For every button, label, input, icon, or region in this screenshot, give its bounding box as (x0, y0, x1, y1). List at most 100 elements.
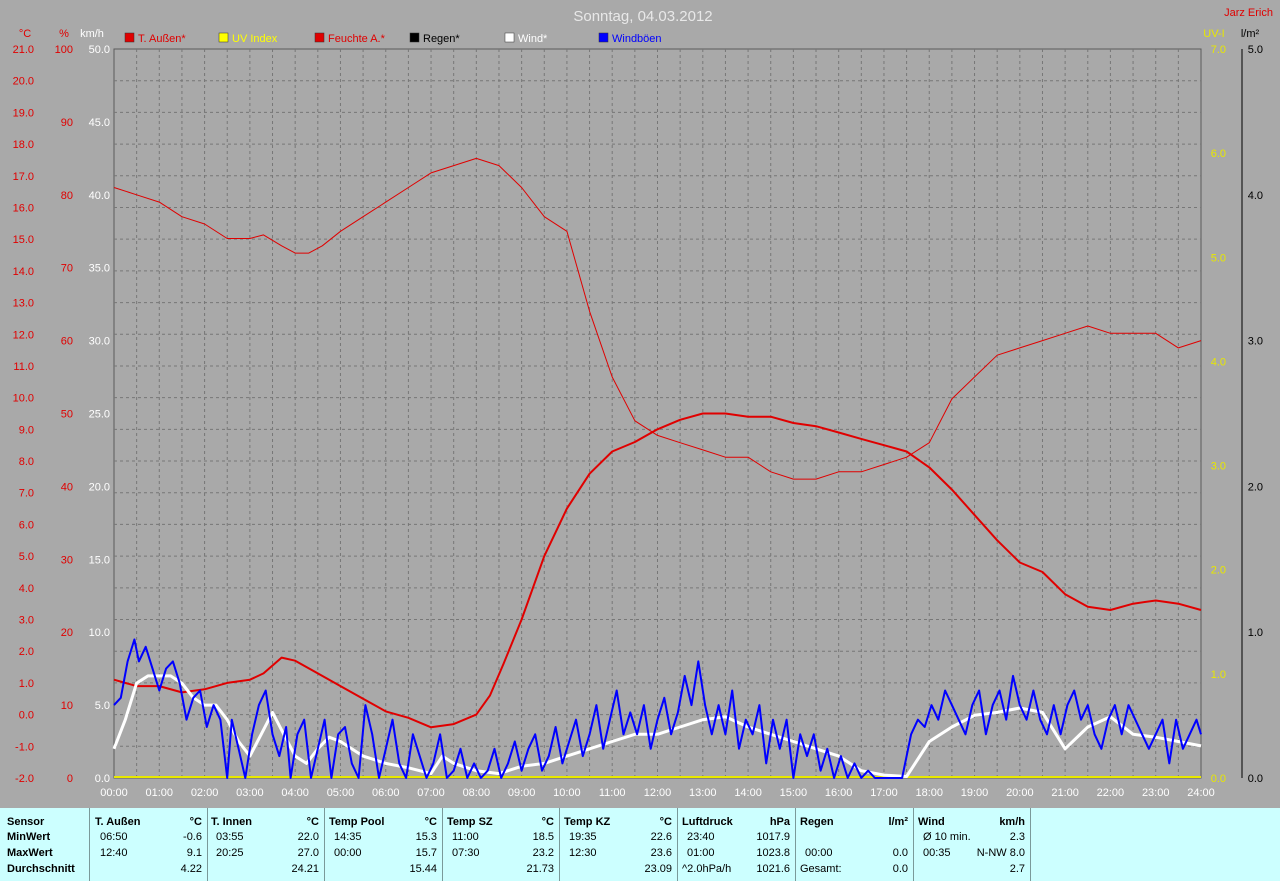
x-tick-label: 14:00 (734, 787, 762, 799)
humidity-tick-label: 40 (61, 481, 73, 493)
stats-column: Temp KZ °C 19:35 22.6 12:30 23.6 23.09 (559, 808, 678, 881)
stats-unit: °C (424, 816, 437, 828)
stats-column: Temp SZ °C 11:00 18.5 07:30 23.2 21.73 (442, 808, 560, 881)
legend-label: UV Index (232, 33, 278, 45)
temp-tick-label: 0.0 (19, 710, 34, 722)
stats-max-value: 9.1 (186, 847, 202, 859)
temp-tick-label: -2.0 (15, 773, 34, 785)
stats-max-time: 12:30 (569, 847, 597, 859)
stats-max-value: 23.6 (650, 847, 672, 859)
stats-min-value: 18.5 (532, 831, 554, 843)
stats-max-value: 15.7 (415, 847, 437, 859)
chart-title: Sonntag, 04.03.2012 (573, 8, 712, 25)
rain-tick-label: 1.0 (1248, 627, 1263, 639)
temp-tick-label: -1.0 (15, 741, 34, 753)
x-tick-label: 01:00 (146, 787, 174, 799)
legend-swatch (409, 32, 420, 43)
stats-min-time: 23:40 (687, 831, 715, 843)
x-tick-label: 10:00 (553, 787, 581, 799)
stats-min-value: 22.0 (297, 831, 319, 843)
stats-max-value: N-NW 8.0 (976, 847, 1025, 859)
temp-tick-label: 8.0 (19, 456, 34, 468)
stats-avg-time: Gesamt: (800, 863, 842, 875)
humidity-tick-label: 30 (61, 554, 73, 566)
legend-swatch (314, 32, 325, 43)
temp-tick-label: 16.0 (13, 202, 34, 214)
stats-avg-value: 4.22 (180, 863, 202, 875)
x-tick-label: 00:00 (100, 787, 128, 799)
x-tick-label: 17:00 (870, 787, 898, 799)
stats-avg-value: 23.09 (644, 863, 672, 875)
rain-tick-label: 4.0 (1248, 190, 1263, 202)
stats-max-value: 1023.8 (756, 847, 790, 859)
uv-tick-label: 6.0 (1211, 148, 1226, 160)
wind-unit-label: km/h (80, 28, 104, 40)
row-label: Sensor (7, 816, 45, 828)
x-tick-label: 06:00 (372, 787, 400, 799)
stats-avg-value: 24.21 (291, 863, 319, 875)
stats-unit: °C (306, 816, 319, 828)
stats-sensor-name: T. Außen (95, 816, 141, 828)
stats-unit: km/h (999, 816, 1025, 828)
stats-max-time: 01:00 (687, 847, 715, 859)
series-windb-en (113, 638, 1202, 779)
stats-max-time: 12:40 (100, 847, 128, 859)
stats-sensor-name: Luftdruck (682, 816, 733, 828)
x-tick-label: 05:00 (327, 787, 355, 799)
temp-tick-label: 6.0 (19, 519, 34, 531)
wind-tick-label: 25.0 (89, 409, 110, 421)
x-tick-label: 12:00 (644, 787, 672, 799)
stats-max-time: 00:00 (805, 847, 833, 859)
x-tick-label: 08:00 (463, 787, 491, 799)
row-label: MinWert (7, 831, 51, 843)
wind-tick-label: 35.0 (89, 263, 110, 275)
chart-area: Sonntag, 04.03.2012 Jarz Erich °C % km/h… (13, 7, 1273, 799)
legend-label: Feuchte A.* (328, 33, 386, 45)
stats-max-value: 0.0 (892, 847, 908, 859)
uv-tick-label: 7.0 (1211, 44, 1226, 56)
temp-tick-label: 12.0 (13, 329, 34, 341)
temp-tick-label: 15.0 (13, 234, 34, 246)
stats-max-value: 27.0 (297, 847, 319, 859)
stats-avg-value: 0.0 (892, 863, 908, 875)
stats-min-time: Ø 10 min. (923, 831, 971, 843)
stats-sensor-name: Regen (800, 816, 834, 828)
stats-min-value: 22.6 (650, 831, 672, 843)
stats-unit: °C (659, 816, 672, 828)
stats-avg-value: 15.44 (409, 863, 437, 875)
stats-panel: Sensor MinWert MaxWert Durchschnitt T. Außen… (0, 808, 1280, 881)
stats-sensor-name: Temp Pool (329, 816, 385, 828)
stats-max-value: 23.2 (532, 847, 554, 859)
rain-tick-label: 3.0 (1248, 336, 1263, 348)
series-feuchte-a (113, 157, 1202, 480)
stats-max-time: 00:00 (334, 847, 362, 859)
legend-label: Windböen (612, 33, 662, 45)
temp-tick-label: 5.0 (19, 551, 34, 563)
legend-label: T. Außen* (138, 33, 186, 45)
grid (113, 48, 1202, 779)
x-tick-label: 18:00 (915, 787, 943, 799)
wind-tick-label: 20.0 (89, 481, 110, 493)
temp-tick-label: 1.0 (19, 678, 34, 690)
temp-tick-label: 21.0 (13, 44, 34, 56)
humidity-tick-label: 100 (55, 44, 73, 56)
weather-chart: Sonntag, 04.03.2012 Jarz Erich °C % km/h… (13, 7, 1273, 799)
humidity-tick-label: 80 (61, 190, 73, 202)
stats-max-time: 00:35 (923, 847, 951, 859)
temp-tick-label: 18.0 (13, 139, 34, 151)
temp-tick-label: 7.0 (19, 488, 34, 500)
rain-tick-label: 5.0 (1248, 44, 1263, 56)
legend-label: Regen* (423, 33, 460, 45)
humidity-tick-label: 70 (61, 263, 73, 275)
wind-tick-label: 30.0 (89, 336, 110, 348)
uv-tick-label: 0.0 (1211, 773, 1226, 785)
humidity-tick-label: 50 (61, 409, 73, 421)
stats-sensor-name: Temp KZ (564, 816, 611, 828)
temp-tick-label: 17.0 (13, 171, 34, 183)
stats-min-time: 19:35 (569, 831, 597, 843)
stats-min-time: 11:00 (452, 831, 479, 843)
stats-sensor-name: T. Innen (211, 816, 252, 828)
temp-tick-label: 4.0 (19, 583, 34, 595)
stats-max-time: 07:30 (452, 847, 480, 859)
axes: 21.0 20.0 19.0 18.0 17.0 16.0 15.0 14.0 13.0 12.0… (13, 44, 1263, 799)
